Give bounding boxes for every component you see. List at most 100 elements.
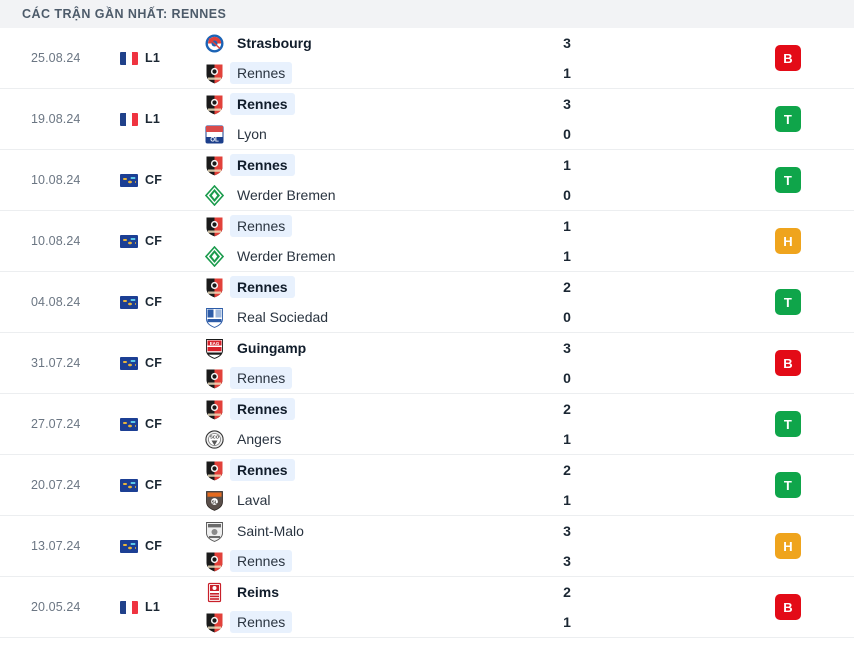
team-name-away: Rennes [230,550,293,572]
match-date: 13.07.24 [31,539,81,553]
match-date: 19.08.24 [31,112,81,126]
match-row[interactable]: 25.08.24 L1 Strasbourg Rennes 3 1 B [0,28,854,89]
competition[interactable]: L1 [120,51,160,65]
result-badge[interactable]: T [775,472,801,498]
result-badge[interactable]: T [775,411,801,437]
team-line-home[interactable]: Rennes [205,398,854,420]
match-meta: 04.08.24 CF [0,295,205,309]
team-name-away: Werder Bremen [237,187,336,203]
team-line-away[interactable]: Werder Bremen [205,245,854,267]
match-meta: 13.07.24 CF [0,539,205,553]
team-line-away[interactable]: Rennes [205,62,854,84]
rennes-crest-icon [205,277,224,298]
france-flag-icon [120,600,138,614]
competition[interactable]: CF [120,539,162,553]
match-meta: 25.08.24 L1 [0,51,205,65]
team-line-home[interactable]: Rennes [205,215,854,237]
competition[interactable]: CF [120,478,162,492]
team-line-home[interactable]: Saint-Malo [205,521,854,542]
competition-label: CF [145,295,163,309]
competition[interactable]: L1 [120,112,160,126]
team-line-away[interactable]: OL Lyon [205,124,854,144]
result-badge[interactable]: B [775,45,801,71]
match-date: 27.07.24 [31,417,81,431]
team-line-home[interactable]: Rennes [205,459,854,481]
real-sociedad-crest-icon [205,307,224,328]
score-away: 1 [563,431,571,447]
match-date: 04.08.24 [31,295,81,309]
teams: Rennes Real Sociedad [205,276,854,328]
result-badge[interactable]: B [775,350,801,376]
france-flag-icon [120,112,138,126]
team-line-away[interactable]: Werder Bremen [205,184,854,206]
svg-text:OL: OL [210,136,219,143]
match-row[interactable]: 20.05.24 L1 Reims Rennes 2 1 B [0,577,854,638]
match-row[interactable]: 19.08.24 L1 Rennes OL Lyon 3 0 T [0,89,854,150]
team-line-away[interactable]: Rennes [205,611,854,633]
match-row[interactable]: 10.08.24 CF Rennes Werder Bremen 1 1 H [0,211,854,272]
score-home: 1 [563,218,571,234]
result-badge[interactable]: T [775,289,801,315]
score-home: 3 [563,340,571,356]
teams: EAG Guingamp Rennes [205,338,854,389]
match-meta: 10.08.24 CF [0,234,205,248]
competition[interactable]: CF [120,173,162,187]
result: H [738,211,838,271]
svg-text:SCO: SCO [210,434,220,439]
match-row[interactable]: 10.08.24 CF Rennes Werder Bremen 1 0 T [0,150,854,211]
team-line-away[interactable]: Real Sociedad [205,307,854,328]
competition-label: CF [145,539,163,553]
club-friendly-globe-icon [120,173,138,187]
team-name-away: Laval [237,492,271,508]
match-row[interactable]: 27.07.24 CF Rennes SCO Angers 2 1 T [0,394,854,455]
match-row[interactable]: 20.07.24 CF Rennes SL Laval 2 1 T [0,455,854,516]
competition[interactable]: L1 [120,600,160,614]
match-meta: 10.08.24 CF [0,173,205,187]
rennes-crest-icon [205,94,224,115]
team-line-home[interactable]: Strasbourg [205,33,854,53]
team-name-away: Rennes [230,62,293,84]
teams: Rennes OL Lyon [205,93,854,144]
team-name-home: Reims [237,584,280,600]
score-away: 1 [563,614,571,630]
competition-label: L1 [145,51,160,65]
result-badge[interactable]: H [775,228,801,254]
competition-label: CF [145,173,163,187]
competition[interactable]: CF [120,417,162,431]
team-line-home[interactable]: Reims [205,582,854,602]
team-line-home[interactable]: Rennes [205,154,854,176]
result-badge[interactable]: T [775,167,801,193]
competition-label: L1 [145,600,160,614]
team-line-home[interactable]: Rennes [205,276,854,298]
match-row[interactable]: 31.07.24 CF EAG Guingamp Rennes 3 0 B [0,333,854,394]
team-line-away[interactable]: Rennes [205,367,854,389]
club-friendly-globe-icon [120,417,138,431]
team-line-away[interactable]: SCO Angers [205,429,854,449]
score-away: 0 [563,370,571,386]
team-line-away[interactable]: SL Laval [205,490,854,511]
match-row[interactable]: 13.07.24 CF Saint-Malo Rennes 3 3 H [0,516,854,577]
team-line-home[interactable]: Rennes [205,93,854,115]
strasbourg-crest-icon [205,33,224,54]
match-row[interactable]: 04.08.24 CF Rennes Real Sociedad 2 0 T [0,272,854,333]
competition[interactable]: CF [120,234,162,248]
rennes-crest-icon [205,155,224,176]
score-home: 2 [563,401,571,417]
team-line-home[interactable]: EAG Guingamp [205,338,854,359]
rennes-crest-icon [205,460,224,481]
team-line-away[interactable]: Rennes [205,550,854,572]
score-away: 1 [563,65,571,81]
result-badge[interactable]: T [775,106,801,132]
result-badge[interactable]: B [775,594,801,620]
score-home: 3 [563,96,571,112]
result-badge[interactable]: H [775,533,801,559]
score-away: 0 [563,126,571,142]
competition[interactable]: CF [120,356,162,370]
competition[interactable]: CF [120,295,162,309]
werder-bremen-crest-icon [205,184,224,206]
